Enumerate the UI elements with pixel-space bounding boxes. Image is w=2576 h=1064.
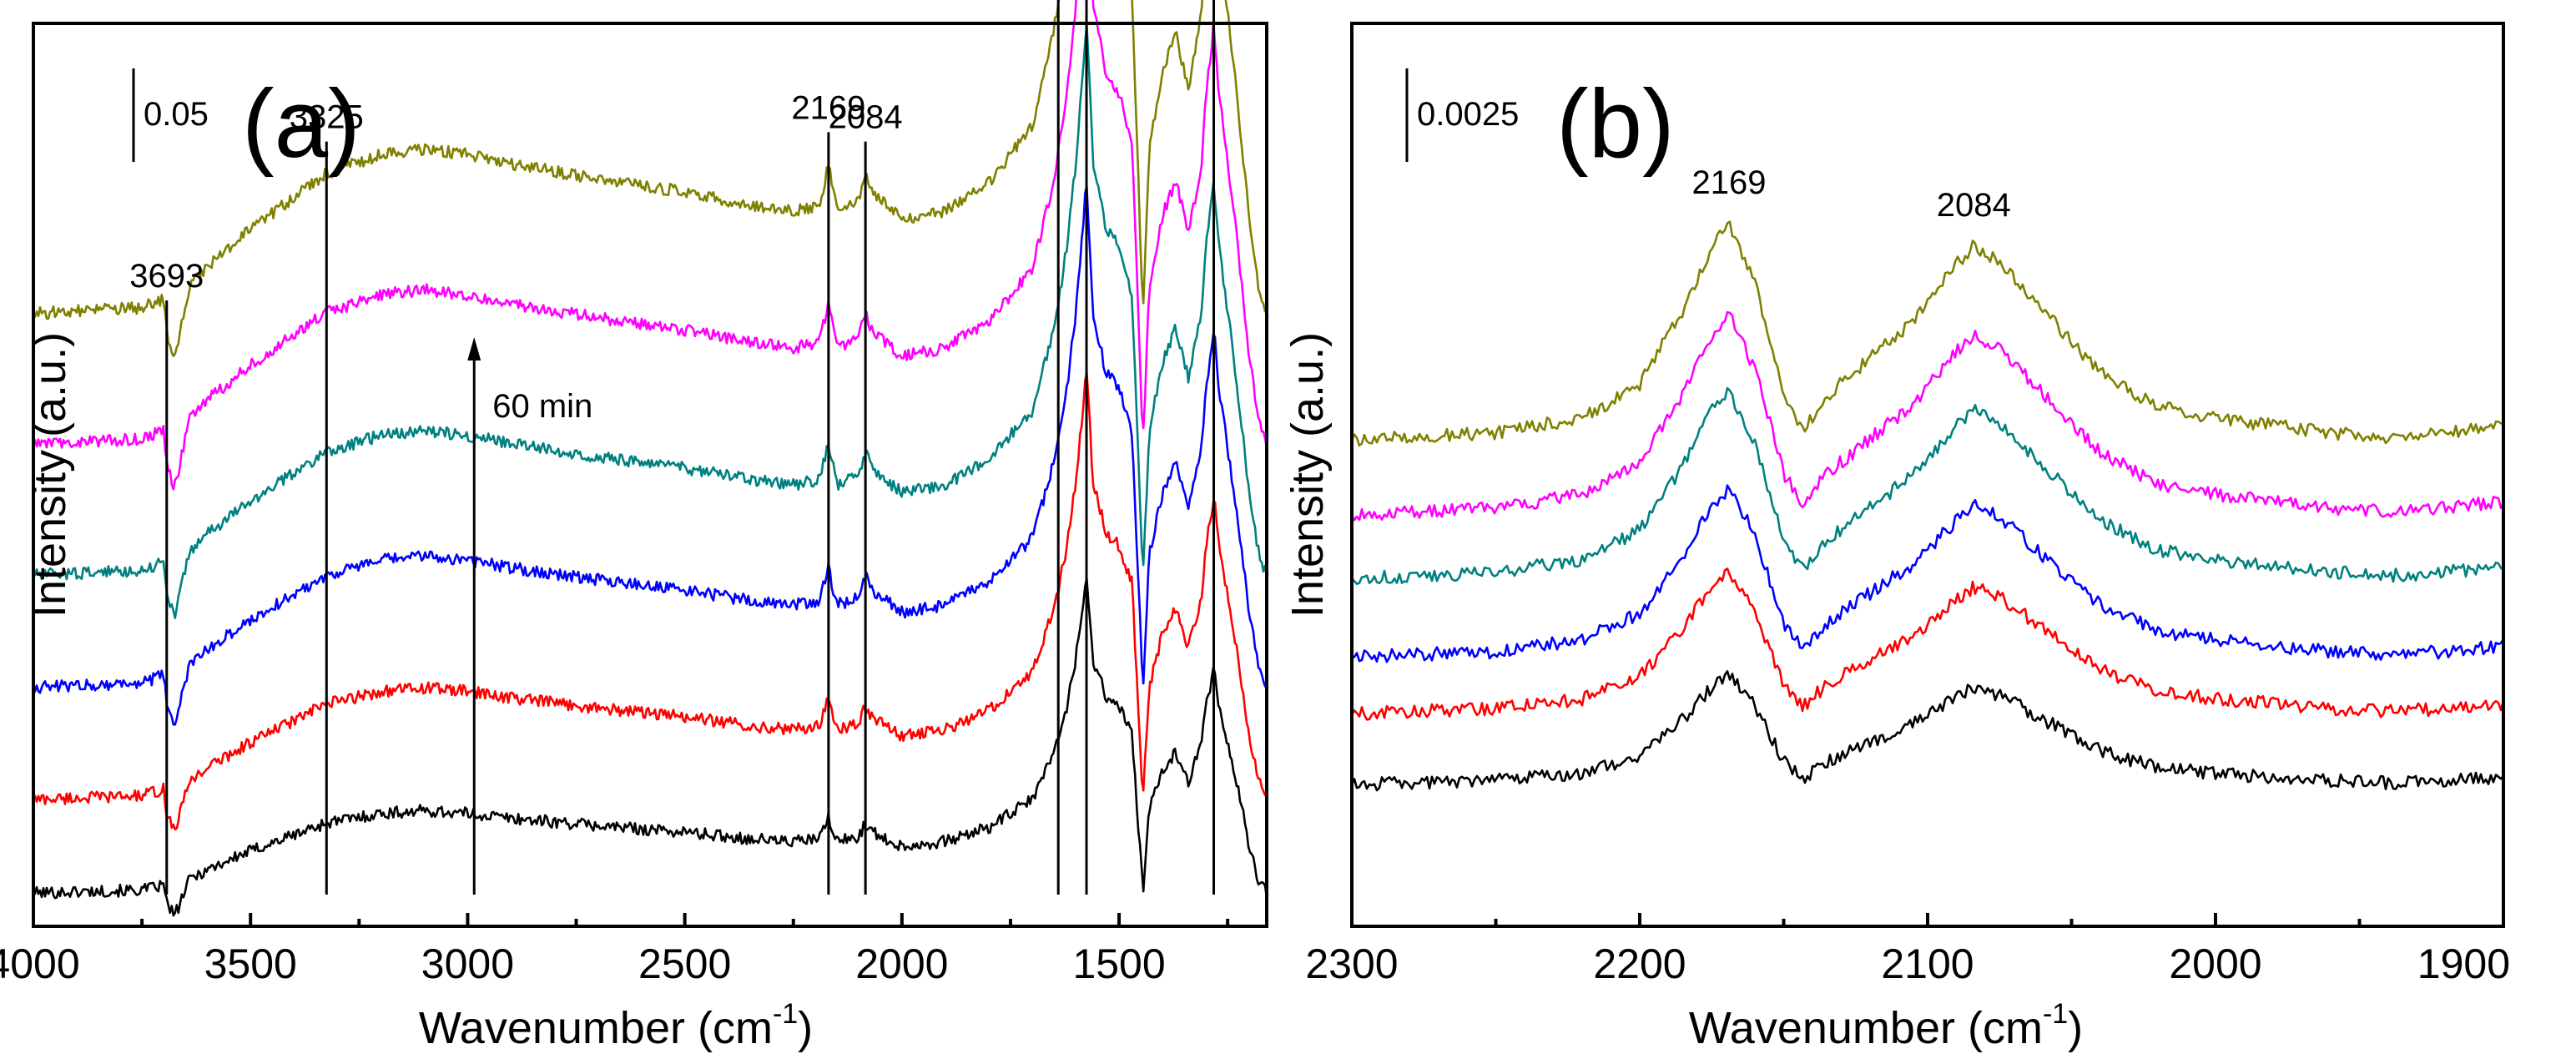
panel-b: 2169 2084 2300 2200 2100 2000 1900 0.0025 (b)… <box>1283 22 2510 1053</box>
panel-a-peak-label-3693: 3693 <box>129 258 204 295</box>
panel-b-x-axis: 2300 2200 2100 2000 1900 <box>1305 913 2510 987</box>
panel-a-peak-markers: 3693332521692084164015751282 <box>129 0 1216 895</box>
panel-b-traces <box>1350 220 2505 792</box>
panel-a-peak-label-2169: 2169 <box>791 89 865 126</box>
panel-a-plot-frame <box>32 22 1268 928</box>
panel-a-spectrum-5 <box>32 0 1268 491</box>
panel-b-y-axis-label: Intensity (a.u.) <box>1283 332 1333 618</box>
panel-a-x-axis-label: Wavenumber (cm-1) <box>419 998 813 1053</box>
panel-a-time-arrow: 60 min <box>467 337 592 895</box>
panel-b-spectrum-1 <box>1350 670 2504 792</box>
panel-b-scale-bar-label: 0.0025 <box>1417 96 1519 133</box>
panel-b-spectrum-5 <box>1350 310 2505 522</box>
panel-b-spectrum-3 <box>1351 484 2505 663</box>
panel-a-traces <box>32 0 1268 917</box>
panel-a-x-axis: 4000 3500 3000 2500 2000 1500 <box>0 913 1230 987</box>
panel-a-x-tick-label-3500: 3500 <box>204 940 297 987</box>
panel-a-x-axis-label-text: Wavenumber (cm <box>419 1003 773 1053</box>
panel-a-x-tick-label-2000: 2000 <box>855 940 948 987</box>
panel-a-spectrum-1 <box>33 577 1268 917</box>
panel-a-x-axis-label-superscript: -1 <box>773 998 798 1030</box>
panel-b-spectrum-4 <box>1351 386 2504 586</box>
panel-b-peak-label-2084: 2084 <box>1937 187 2011 224</box>
panel-a: 3693332521692084164015751282 60 min 4000… <box>0 0 1268 1053</box>
panel-b-x-tick-label-2000: 2000 <box>2169 940 2261 987</box>
panel-a-x-axis-label-close: ) <box>798 1003 813 1053</box>
panel-a-x-tick-label-3000: 3000 <box>421 940 514 987</box>
panel-a-arrow-label: 60 min <box>492 388 592 425</box>
panel-b-x-tick-label-1900: 1900 <box>2417 940 2510 987</box>
panel-a-x-tick-label-4000: 4000 <box>0 940 80 987</box>
panel-a-peak-label-2084: 2084 <box>829 99 903 136</box>
panel-a-peak-label-3325: 3325 <box>290 99 364 136</box>
panel-a-x-tick-label-2500: 2500 <box>638 940 731 987</box>
panel-a-spectrum-3 <box>33 184 1268 726</box>
panel-a-spectrum-6 <box>33 0 1268 357</box>
panel-a-spectrum-2 <box>32 371 1268 831</box>
panel-b-label: (b) <box>1556 69 1675 178</box>
panel-a-scale-bar-label: 0.05 <box>144 96 209 133</box>
panel-b-spectrum-6 <box>1350 220 2504 447</box>
panel-a-arrow-head <box>467 337 481 361</box>
panel-b-peak-labels: 2169 2084 <box>1691 164 2010 224</box>
panel-b-x-tick-label-2200: 2200 <box>1593 940 1686 987</box>
panel-b-x-axis-label-close: ) <box>2068 1003 2083 1053</box>
panel-b-x-axis-label-superscript: -1 <box>2043 998 2068 1030</box>
panel-a-spectrum-4 <box>32 23 1268 619</box>
panel-b-peak-label-2169: 2169 <box>1691 164 1766 201</box>
panel-b-x-tick-label-2100: 2100 <box>1881 940 1974 987</box>
panel-a-y-axis-label: Intensity (a.u.) <box>25 332 75 618</box>
panel-a-x-tick-label-1500: 1500 <box>1072 940 1165 987</box>
panel-b-spectrum-2 <box>1350 567 2505 721</box>
panel-b-x-tick-label-2300: 2300 <box>1305 940 1398 987</box>
panel-a-label: (a) <box>242 69 360 178</box>
panel-b-x-axis-label-text: Wavenumber (cm <box>1689 1003 2043 1053</box>
panel-b-x-axis-label: Wavenumber (cm-1) <box>1689 998 2083 1053</box>
